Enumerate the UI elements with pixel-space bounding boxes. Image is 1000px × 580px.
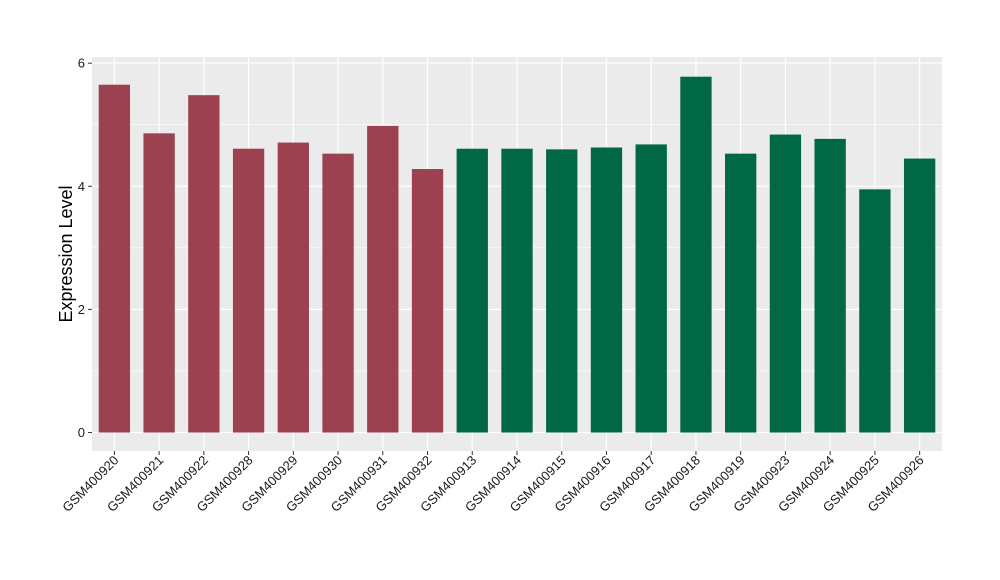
y-tick-label: 0 [78, 425, 85, 440]
bar [98, 84, 131, 433]
bars [98, 76, 936, 433]
bar [590, 147, 623, 433]
bar [546, 149, 578, 433]
y-tick-label: 4 [78, 179, 85, 194]
bar [188, 95, 220, 433]
bar [367, 125, 399, 433]
bar [725, 153, 757, 433]
bar [411, 169, 444, 433]
y-tick-label: 2 [78, 302, 85, 317]
bar [501, 148, 533, 433]
bar [322, 153, 354, 433]
y-tick-label: 6 [78, 56, 85, 71]
bar [903, 158, 936, 433]
bar [859, 189, 891, 433]
bar [635, 144, 667, 433]
bar [143, 133, 175, 433]
bar [456, 148, 488, 433]
x-axis: GSM400920GSM400921GSM400922GSM400928GSM4… [59, 451, 927, 515]
bar [769, 134, 802, 433]
bar [814, 138, 846, 433]
bar [680, 76, 712, 433]
bar [232, 148, 265, 433]
y-axis-title: Expression Level [56, 185, 76, 322]
bar [277, 142, 309, 433]
y-axis: 0 2 4 6 [78, 56, 92, 440]
